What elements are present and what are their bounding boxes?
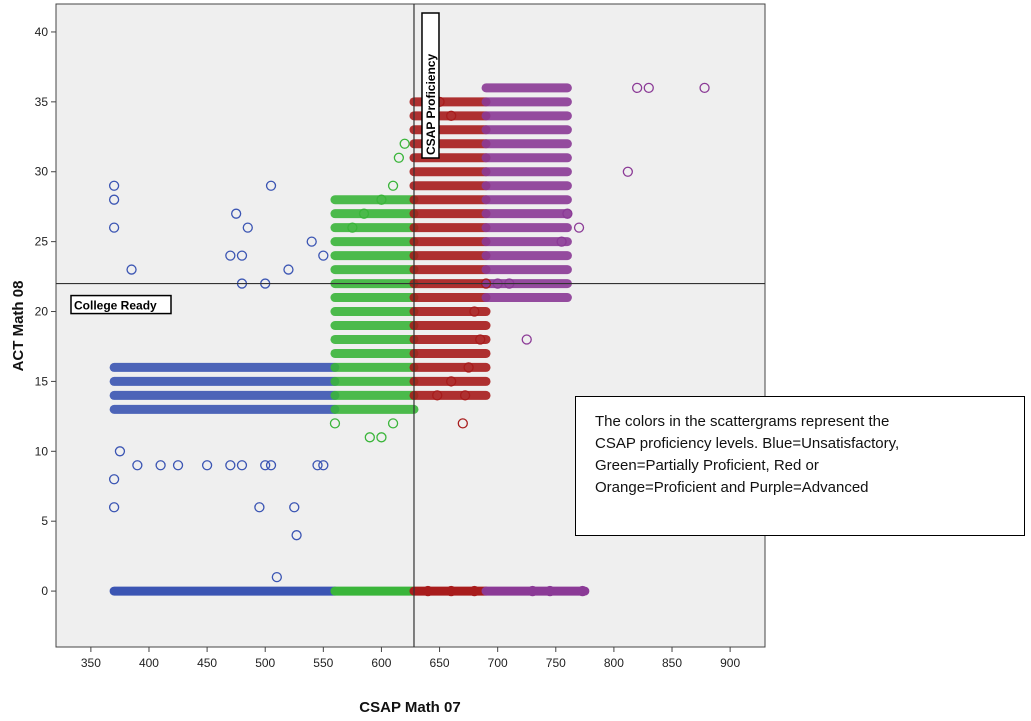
- data-point: [475, 334, 486, 345]
- data-point: [254, 502, 265, 513]
- data-point: [312, 460, 323, 471]
- data-point: [358, 208, 370, 219]
- scatter-points: [108, 82, 710, 597]
- data-point: [699, 82, 710, 94]
- data-point: [265, 180, 277, 191]
- y-tick-label: 5: [41, 514, 48, 528]
- data-point: [329, 418, 341, 429]
- y-tick-label: 30: [35, 165, 49, 179]
- y-tick-label: 40: [35, 25, 49, 39]
- data-point: [376, 432, 387, 443]
- data-point: [446, 110, 457, 121]
- data-point: [399, 138, 410, 149]
- y-tick-label: 25: [35, 235, 49, 249]
- x-tick-label: 800: [604, 656, 624, 670]
- dense-bands: [109, 83, 572, 414]
- data-point: [422, 585, 434, 597]
- data-point: [201, 460, 213, 471]
- data-point: [643, 82, 654, 94]
- data-point: [387, 418, 399, 429]
- x-tick-label: 900: [720, 656, 740, 670]
- x-tick-label: 650: [430, 656, 450, 670]
- x-tick-label: 400: [139, 656, 159, 670]
- data-point: [291, 530, 302, 541]
- x-tick-label: 850: [662, 656, 682, 670]
- y-tick-label: 0: [41, 584, 48, 598]
- data-point: [231, 208, 242, 219]
- data-point: [556, 236, 567, 247]
- data-point: [172, 460, 184, 471]
- data-point: [521, 334, 532, 345]
- x-tick-label: 450: [197, 656, 217, 670]
- college-ready-label: College Ready: [74, 299, 157, 313]
- y-tick-label: 35: [35, 95, 49, 109]
- data-point: [577, 585, 588, 597]
- x-tick-label: 350: [81, 656, 101, 670]
- data-point: [544, 585, 556, 597]
- note-line-2: CSAP proficiency levels. Blue=Unsatisfac…: [595, 435, 900, 452]
- axes: 350 400 450 500 550 600 650 700 750 800 850 900 0 5 10…: [35, 25, 741, 670]
- data-point: [432, 390, 443, 401]
- csap-proficiency-label-box: [421, 12, 440, 159]
- data-point: [271, 571, 282, 583]
- x-tick-label: 550: [313, 656, 333, 670]
- note-line-4: Orange=Proficient and Purple=Advanced: [595, 479, 869, 496]
- college-ready-label-box: [70, 294, 172, 315]
- data-point: [469, 585, 480, 597]
- data-point: [318, 250, 329, 261]
- data-point: [108, 194, 120, 205]
- data-point: [225, 250, 236, 261]
- y-tick-label: 10: [35, 444, 49, 458]
- y-tick-label: 20: [35, 305, 49, 319]
- y-axis-title: ACT Math 08: [10, 281, 27, 372]
- data-point: [457, 418, 468, 429]
- x-tick-label: 500: [255, 656, 275, 670]
- data-point: [260, 460, 271, 471]
- csap-proficiency-label: CSAP Proficiency: [424, 54, 438, 155]
- data-point: [446, 376, 457, 387]
- x-tick-label: 600: [371, 656, 391, 670]
- data-point: [306, 236, 317, 247]
- data-point: [225, 460, 236, 471]
- data-point: [108, 222, 120, 233]
- data-point: [155, 460, 166, 471]
- note-line-1: The colors in the scattergrams represent…: [595, 413, 890, 430]
- x-tick-label: 750: [546, 656, 566, 670]
- reference-lines: CSAP Proficiency College Ready: [56, 4, 765, 647]
- data-point: [469, 306, 480, 317]
- note-line-3: Green=Partially Proficient, Red or: [595, 457, 819, 474]
- data-point: [114, 446, 126, 457]
- data-point: [573, 222, 585, 233]
- data-point: [283, 264, 294, 275]
- data-point: [108, 180, 120, 191]
- data-point: [376, 194, 387, 205]
- y-tick-label: 15: [35, 374, 49, 388]
- data-point: [622, 166, 633, 177]
- data-point: [562, 208, 573, 219]
- data-point: [459, 390, 471, 401]
- data-point: [108, 474, 120, 485]
- data-point: [446, 585, 457, 597]
- data-point: [527, 585, 538, 597]
- data-point: [364, 432, 375, 443]
- data-point: [108, 502, 120, 513]
- data-point: [265, 460, 277, 471]
- data-point: [631, 82, 643, 94]
- data-point: [236, 460, 248, 471]
- data-point: [347, 222, 358, 233]
- data-point: [393, 152, 405, 163]
- color-note-box: The colors in the scattergrams represent…: [575, 396, 1025, 536]
- data-point: [236, 250, 248, 261]
- x-tick-label: 700: [488, 656, 508, 670]
- data-point: [132, 460, 143, 471]
- data-point: [126, 264, 137, 275]
- data-point: [318, 460, 329, 471]
- data-point: [387, 180, 399, 191]
- data-point: [242, 222, 253, 233]
- x-axis-title: CSAP Math 07: [359, 699, 460, 716]
- data-point: [289, 502, 300, 513]
- data-point: [463, 362, 474, 373]
